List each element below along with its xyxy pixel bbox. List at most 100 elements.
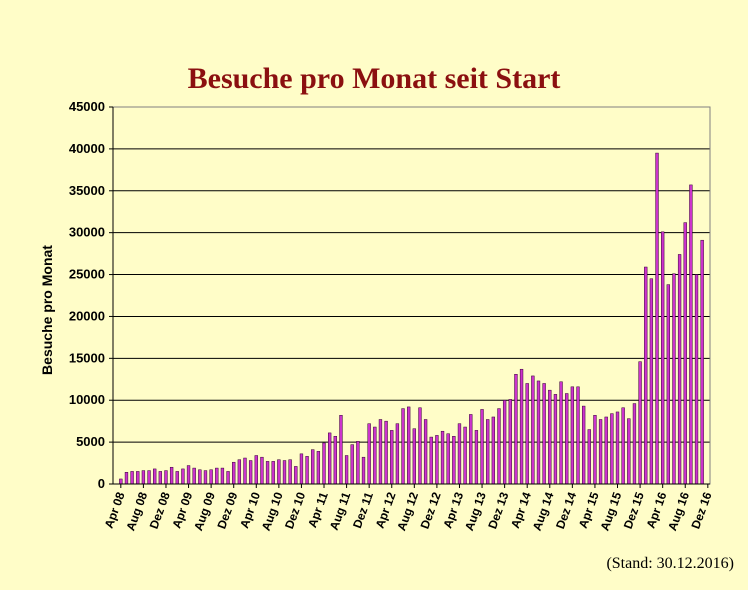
bar: [491, 416, 495, 485]
bar: [282, 460, 287, 485]
bar: [192, 467, 196, 485]
bar: [536, 380, 541, 485]
y-tick-label: 35000: [69, 183, 105, 198]
bar: [119, 478, 123, 485]
bar: [328, 432, 332, 485]
bar: [480, 409, 484, 485]
y-tick-label: 0: [98, 476, 105, 491]
bar: [632, 403, 637, 485]
bar: [514, 374, 518, 485]
bar: [644, 266, 648, 485]
bar: [672, 273, 676, 485]
bar: [198, 469, 202, 485]
bar: [390, 430, 394, 485]
bar: [361, 456, 366, 485]
y-tick-label: 30000: [69, 225, 105, 240]
bar: [508, 399, 512, 485]
bar: [220, 467, 225, 485]
bar: [305, 456, 309, 485]
bar: [452, 436, 456, 485]
axes: [109, 106, 711, 488]
bar: [474, 430, 479, 485]
bar: [548, 389, 552, 485]
bar: [350, 444, 354, 485]
bar: [186, 465, 191, 485]
bar: [339, 415, 343, 485]
bar: [378, 419, 383, 485]
bar: [175, 471, 179, 485]
bar: [502, 399, 507, 485]
bar: [621, 407, 625, 485]
bar: [265, 461, 270, 485]
bar: [666, 284, 670, 485]
bar: [254, 455, 258, 485]
bar: [457, 423, 462, 485]
bar: [610, 413, 614, 485]
bar: [689, 184, 693, 485]
bar: [181, 468, 185, 485]
y-tick-label: 20000: [69, 308, 105, 323]
bar: [683, 222, 687, 485]
bar: [147, 470, 151, 485]
y-tick-label: 10000: [69, 392, 105, 407]
y-tick-label: 5000: [76, 434, 105, 449]
bar: [395, 423, 400, 485]
y-tick-labels: 0 5000 10000 15000 20000 25000 30000 35000 40000…: [69, 99, 105, 491]
bar: [260, 456, 264, 485]
bar: [322, 442, 326, 485]
bar: [124, 472, 129, 485]
bar: [677, 254, 682, 485]
bar: [141, 470, 146, 485]
bar: [153, 468, 157, 485]
bar: [559, 381, 563, 485]
bar: [373, 426, 377, 485]
y-tick-label: 15000: [69, 350, 105, 365]
bar: [570, 386, 575, 485]
bar: [226, 471, 230, 485]
bar: [164, 470, 168, 485]
bar: [700, 239, 704, 485]
bar: [615, 411, 620, 485]
bar: [649, 278, 654, 485]
y-tick-label: 45000: [69, 99, 105, 114]
bar: [203, 470, 208, 485]
bar: [407, 406, 411, 485]
bar: [288, 459, 292, 485]
bar: [497, 408, 501, 485]
bar: [209, 469, 213, 485]
bar: [519, 368, 524, 485]
bar: [294, 466, 298, 485]
bar: [604, 416, 608, 485]
bar: [440, 430, 445, 485]
bar: [384, 420, 388, 485]
bar: [243, 457, 247, 485]
bar: [311, 449, 315, 485]
bar: [271, 461, 275, 485]
bar: [553, 394, 558, 485]
bar: [158, 471, 162, 485]
bar: [299, 453, 304, 485]
bar: [316, 451, 321, 485]
y-tick-label: 40000: [69, 141, 105, 156]
bar: [401, 408, 405, 485]
bars: [119, 152, 704, 485]
bar: [525, 383, 529, 485]
bar: [333, 436, 337, 485]
y-tick-label: 25000: [69, 267, 105, 282]
bar: [130, 471, 134, 485]
bar: [486, 419, 490, 485]
bar: [446, 433, 450, 485]
bar: [581, 405, 586, 485]
bar: [248, 460, 253, 485]
bar: [169, 466, 174, 485]
bar: [661, 231, 665, 485]
bar: [598, 419, 603, 485]
bar: [136, 471, 140, 485]
bar: [587, 429, 591, 485]
bar: [344, 455, 349, 485]
bar: [655, 152, 659, 485]
chart-title: Besuche pro Monat seit Start: [187, 62, 561, 95]
bar: [576, 386, 580, 485]
bar: [277, 459, 281, 485]
